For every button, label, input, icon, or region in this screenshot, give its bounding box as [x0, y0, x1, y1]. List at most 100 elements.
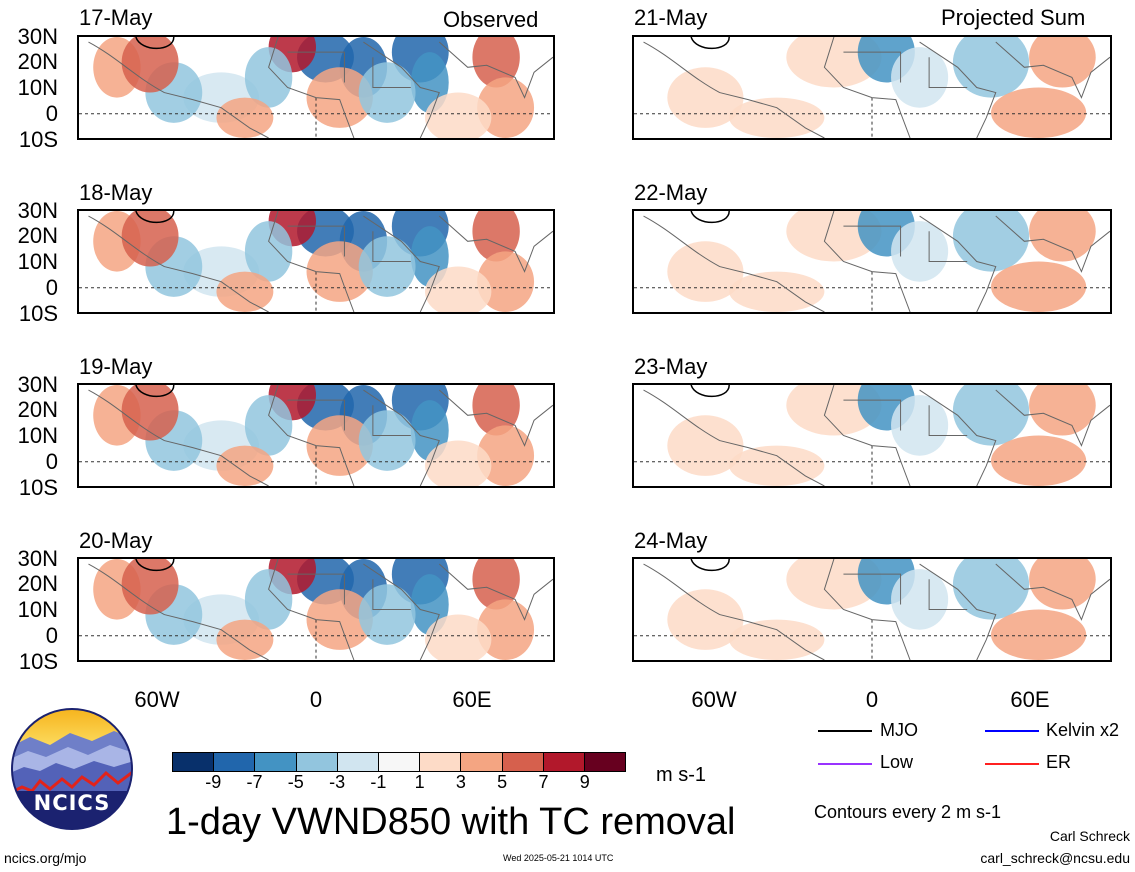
colorbar-swatch: [337, 753, 379, 771]
anomaly-blob: [1029, 37, 1096, 88]
coastline: [88, 563, 269, 660]
anomaly-blob: [952, 37, 1030, 98]
anomaly-blob: [477, 251, 535, 312]
coastline: [995, 41, 1110, 99]
anomaly-blob: [425, 92, 492, 138]
anomaly-blob: [952, 211, 1030, 272]
mjo-contour: [690, 211, 730, 223]
anomaly-blob: [667, 589, 744, 650]
coastline: [843, 225, 968, 262]
legend-line-mjo: [818, 730, 872, 732]
anomaly-field: [634, 559, 1110, 660]
lat-label: 20N: [17, 49, 58, 74]
anomaly-blob: [216, 271, 274, 312]
lat-label: 10S: [18, 127, 58, 152]
map-panel-projected-3: [632, 383, 1112, 488]
coastline: [88, 215, 269, 312]
mjo-contour: [135, 37, 175, 49]
colorbar-tick-label: -3: [329, 772, 346, 792]
contour-interval-note: Contours every 2 m s-1: [814, 802, 1002, 822]
colorbar-units: m s-1: [656, 764, 706, 786]
coastline: [919, 215, 997, 312]
coastline: [843, 51, 968, 88]
lat-label: 10N: [17, 423, 58, 448]
coastline: [287, 399, 411, 436]
anomaly-blob: [477, 599, 535, 660]
lat-label: 20N: [17, 397, 58, 422]
coastline: [919, 41, 997, 138]
lat-label: 20N: [17, 223, 58, 248]
anomaly-blob: [425, 266, 492, 312]
colorbar-swatch: [584, 753, 626, 771]
coastline: [823, 37, 911, 138]
date-label-right-1: 21-May: [634, 5, 708, 30]
anomaly-blob: [244, 47, 293, 108]
anomaly-field: [634, 37, 1110, 138]
anomaly-blob: [244, 569, 293, 630]
anomaly-field: [634, 211, 1110, 312]
anomaly-blob: [121, 385, 179, 441]
colorbar-tick-label: -9: [205, 772, 222, 792]
anomaly-blob: [729, 619, 825, 660]
coastline: [287, 573, 411, 610]
anomaly-blob: [786, 385, 882, 436]
coastline: [843, 399, 968, 436]
colorbar-swatch: [214, 753, 256, 771]
anomaly-blob: [1029, 559, 1096, 610]
lat-label: 30N: [17, 24, 58, 49]
lat-label: 10S: [18, 649, 58, 674]
anomaly-blob: [891, 569, 949, 630]
coastline: [823, 211, 911, 312]
lat-label: 10S: [18, 301, 58, 326]
anomaly-blob: [786, 37, 882, 88]
colorbar-swatch: [296, 753, 338, 771]
lat-label: 30N: [17, 546, 58, 571]
anomaly-blob: [891, 47, 949, 108]
anomaly-blob: [306, 241, 373, 302]
mjo-contour: [135, 385, 175, 397]
anomaly-blob: [729, 97, 825, 138]
anomaly-blob: [729, 445, 825, 486]
map-panel-projected-1: [632, 35, 1112, 140]
timestamp: Wed 2025-05-21 1014 UTC: [503, 853, 614, 863]
map-panel-observed-1: [77, 35, 555, 140]
coastline: [823, 559, 911, 660]
lat-label: 10N: [17, 249, 58, 274]
coastline: [643, 41, 825, 138]
lon-label-left-60e: 60E: [452, 687, 492, 712]
lon-label-right-0: 0: [865, 687, 879, 712]
coastline: [919, 563, 997, 660]
coastline: [995, 563, 1110, 621]
map-panel-observed-4: [77, 557, 555, 662]
anomaly-blob: [244, 221, 293, 282]
date-label-left-1: 17-May: [79, 5, 153, 30]
anomaly-blob: [667, 241, 744, 302]
mjo-contour: [135, 211, 175, 223]
anomaly-field: [634, 385, 1110, 486]
anomaly-blob: [121, 559, 179, 615]
anomaly-blob: [216, 619, 274, 660]
site-url: ncics.org/mjo: [4, 850, 87, 866]
colorbar-tick-label: -7: [246, 772, 263, 792]
lat-label: 0: [45, 101, 58, 126]
anomaly-blob: [216, 97, 274, 138]
anomaly-blob: [121, 211, 179, 267]
lat-label: 30N: [17, 372, 58, 397]
legend-line-kelvin: [985, 730, 1039, 732]
date-label-left-4: 20-May: [79, 528, 153, 553]
anomaly-blob: [216, 445, 274, 486]
anomaly-blob: [425, 614, 492, 660]
ncics-logo-text: NCICS: [33, 791, 111, 815]
lat-label: 20N: [17, 571, 58, 596]
colorbar-swatch: [543, 753, 585, 771]
colorbar: [172, 752, 626, 772]
lat-label: 10S: [18, 475, 58, 500]
coastline: [287, 225, 411, 262]
coastline: [268, 211, 355, 312]
coastline: [88, 389, 269, 486]
coastline: [643, 389, 825, 486]
anomaly-blob: [306, 589, 373, 650]
anomaly-blob: [729, 271, 825, 312]
date-label-right-3: 23-May: [634, 354, 708, 379]
colorbar-swatch: [173, 753, 215, 771]
